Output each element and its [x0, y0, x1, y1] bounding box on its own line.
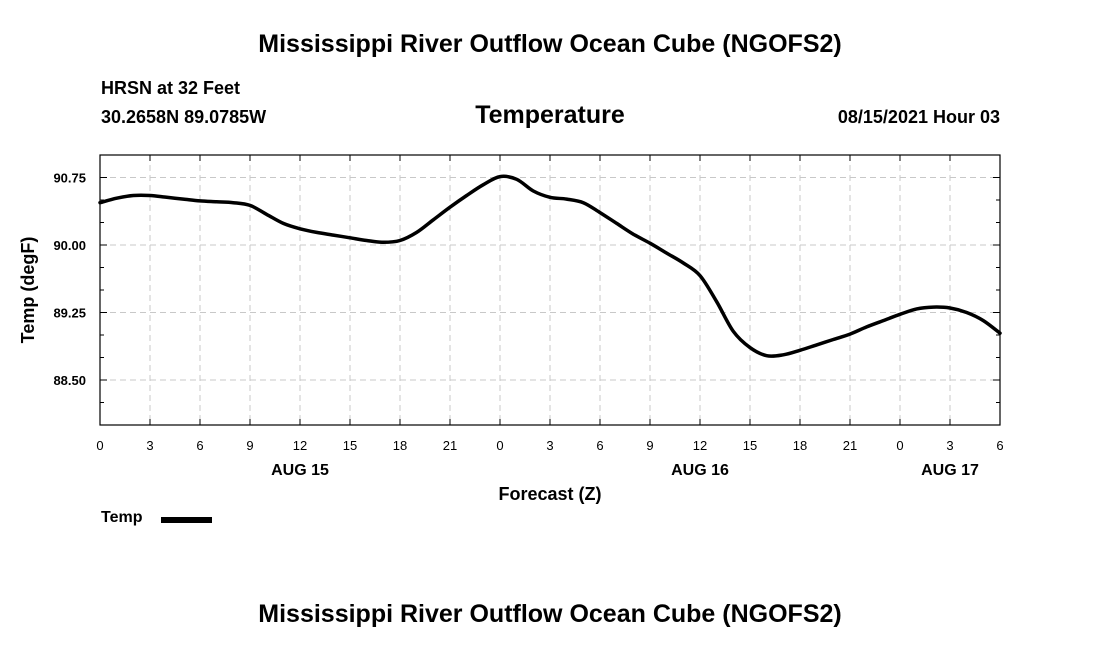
series-layer	[98, 174, 1002, 358]
x-tick-label: 9	[646, 438, 653, 453]
x-tick-label: 12	[693, 438, 707, 453]
legend-label: Temp	[101, 509, 143, 526]
variable-title: Temperature	[475, 101, 625, 129]
x-axis-title: Forecast (Z)	[498, 484, 601, 504]
x-day-label: AUG 17	[921, 462, 979, 479]
x-tick-label: 0	[96, 438, 103, 453]
series-line-temp	[98, 174, 1002, 358]
station-coordinates: 30.2658N 89.0785W	[101, 107, 267, 127]
x-tick-label: 6	[596, 438, 603, 453]
x-tick-label: 21	[843, 438, 857, 453]
y-axis-title: Temp (degF)	[18, 237, 38, 344]
x-tick-label: 0	[496, 438, 503, 453]
x-tick-label: 18	[393, 438, 407, 453]
y-tick-label: 90.75	[53, 171, 86, 186]
plot-frame	[99, 154, 1001, 426]
grid	[100, 155, 1000, 425]
x-tick-label: 15	[343, 438, 357, 453]
y-tick-label: 88.50	[53, 373, 86, 388]
x-tick-label: 3	[946, 438, 953, 453]
footer-title: Mississippi River Outflow Ocean Cube (NG…	[258, 600, 842, 628]
x-tick-label: 21	[443, 438, 457, 453]
y-tick-label: 89.25	[53, 306, 86, 321]
y-tick-label: 90.00	[53, 238, 86, 253]
x-tick-label: 15	[743, 438, 757, 453]
x-tick-label: 6	[996, 438, 1003, 453]
x-tick-label: 12	[293, 438, 307, 453]
x-day-label: AUG 15	[271, 462, 329, 479]
x-day-label: AUG 16	[671, 462, 729, 479]
x-tick-label: 0	[896, 438, 903, 453]
x-tick-label: 3	[146, 438, 153, 453]
x-tick-label: 6	[196, 438, 203, 453]
chart-title: Mississippi River Outflow Ocean Cube (NG…	[258, 30, 842, 58]
x-tick-label: 3	[546, 438, 553, 453]
axis-labels: 0 3 6 9 12 15 18 21 0 3 6 9 12 15 18 21 0 3 6 90.75 90.00 89.…	[18, 171, 1004, 505]
forecast-datetime: 08/15/2021 Hour 03	[837, 107, 1000, 127]
legend-swatch	[161, 517, 212, 523]
x-tick-label: 18	[793, 438, 807, 453]
station-label: HRSN at 32 Feet	[101, 78, 241, 98]
x-tick-label: 9	[246, 438, 253, 453]
